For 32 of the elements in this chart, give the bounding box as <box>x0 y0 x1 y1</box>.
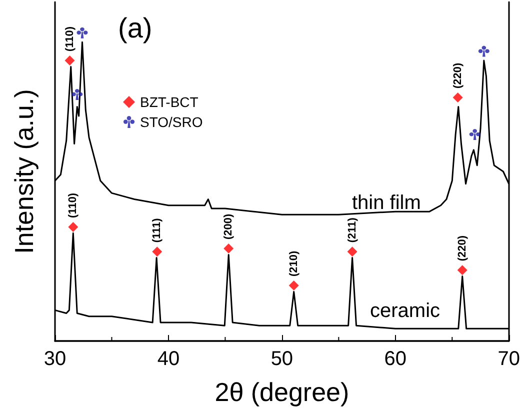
x-axis-title: 2θ (degree) <box>214 377 350 407</box>
legend-label: BZT-BCT <box>140 94 199 110</box>
annotation: ceramic <box>370 300 440 322</box>
point <box>76 27 88 38</box>
legend-label: STO/SRO <box>140 114 203 130</box>
annotation: (220) <box>456 235 468 262</box>
point <box>469 129 480 140</box>
point <box>347 246 358 257</box>
point <box>72 88 83 100</box>
annotation: (220) <box>452 62 464 89</box>
annotation: thin film <box>352 192 421 214</box>
point <box>64 56 75 66</box>
point <box>288 280 299 291</box>
point <box>478 46 490 57</box>
annotation: (200) <box>222 214 235 240</box>
annotation: (110) <box>64 26 76 52</box>
x-tick-label: 60 <box>384 348 407 370</box>
annotation: (210) <box>288 250 300 277</box>
point <box>224 244 234 254</box>
y-axis-title: Intensity (a.u.) <box>9 89 39 254</box>
annotation: (211) <box>346 217 358 243</box>
annotation: (a) <box>118 12 152 44</box>
x-tick-label: 40 <box>157 348 180 370</box>
annotation: (111) <box>151 218 164 243</box>
point <box>452 92 463 103</box>
point <box>152 246 162 257</box>
x-tick-label: 30 <box>44 348 66 370</box>
point <box>68 222 78 232</box>
point <box>457 265 468 276</box>
x-tick-label: 70 <box>498 348 520 370</box>
x-tick-label: 50 <box>270 348 294 370</box>
annotation: (110) <box>67 192 80 218</box>
